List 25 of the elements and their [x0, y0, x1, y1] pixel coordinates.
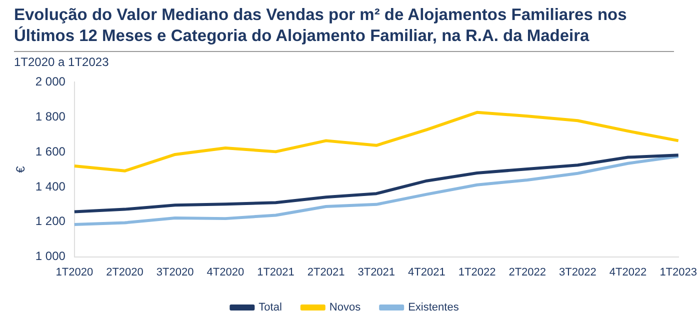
y-tick-label: 1 800	[35, 109, 66, 124]
legend-label: Existentes	[408, 302, 460, 314]
x-tick-label: 1T2020	[56, 266, 94, 278]
y-tick-label: 1 400	[35, 179, 66, 194]
y-tick-label: 1 200	[35, 214, 66, 228]
y-axis-title: €	[14, 166, 28, 173]
x-tick-label: 1T2021	[257, 266, 294, 278]
x-tick-label: 4T2022	[609, 266, 647, 278]
x-tick-label: 4T2020	[206, 266, 244, 278]
y-tick-label: 2 000	[35, 74, 66, 89]
y-tick-label: 1 600	[35, 144, 66, 158]
x-tick-label: 4T2021	[408, 266, 446, 278]
x-tick-label: 3T2022	[559, 266, 596, 278]
x-tick-label: 2T2022	[508, 266, 546, 278]
legend-label: Novos	[329, 302, 362, 314]
x-tick-label: 3T2020	[156, 266, 194, 278]
legend-label: Total	[258, 302, 282, 314]
chart-title: Evolução do Valor Mediano das Vendas por m² de Alojamentos Familiares nos Últimos 12 Meses e Categoria do Alojamento Familiar, na R.A. da Madeira	[14, 5, 674, 52]
x-tick-label: 2T2021	[307, 266, 345, 278]
x-tick-label: 1T2023	[660, 266, 697, 278]
x-tick-label: 1T2022	[458, 266, 496, 278]
y-tick-label: 1 000	[35, 249, 66, 264]
x-tick-label: 3T2021	[358, 266, 396, 278]
x-tick-label: 2T2020	[106, 266, 144, 278]
chart-subtitle: 1T2020 a 1T2023	[14, 55, 109, 69]
